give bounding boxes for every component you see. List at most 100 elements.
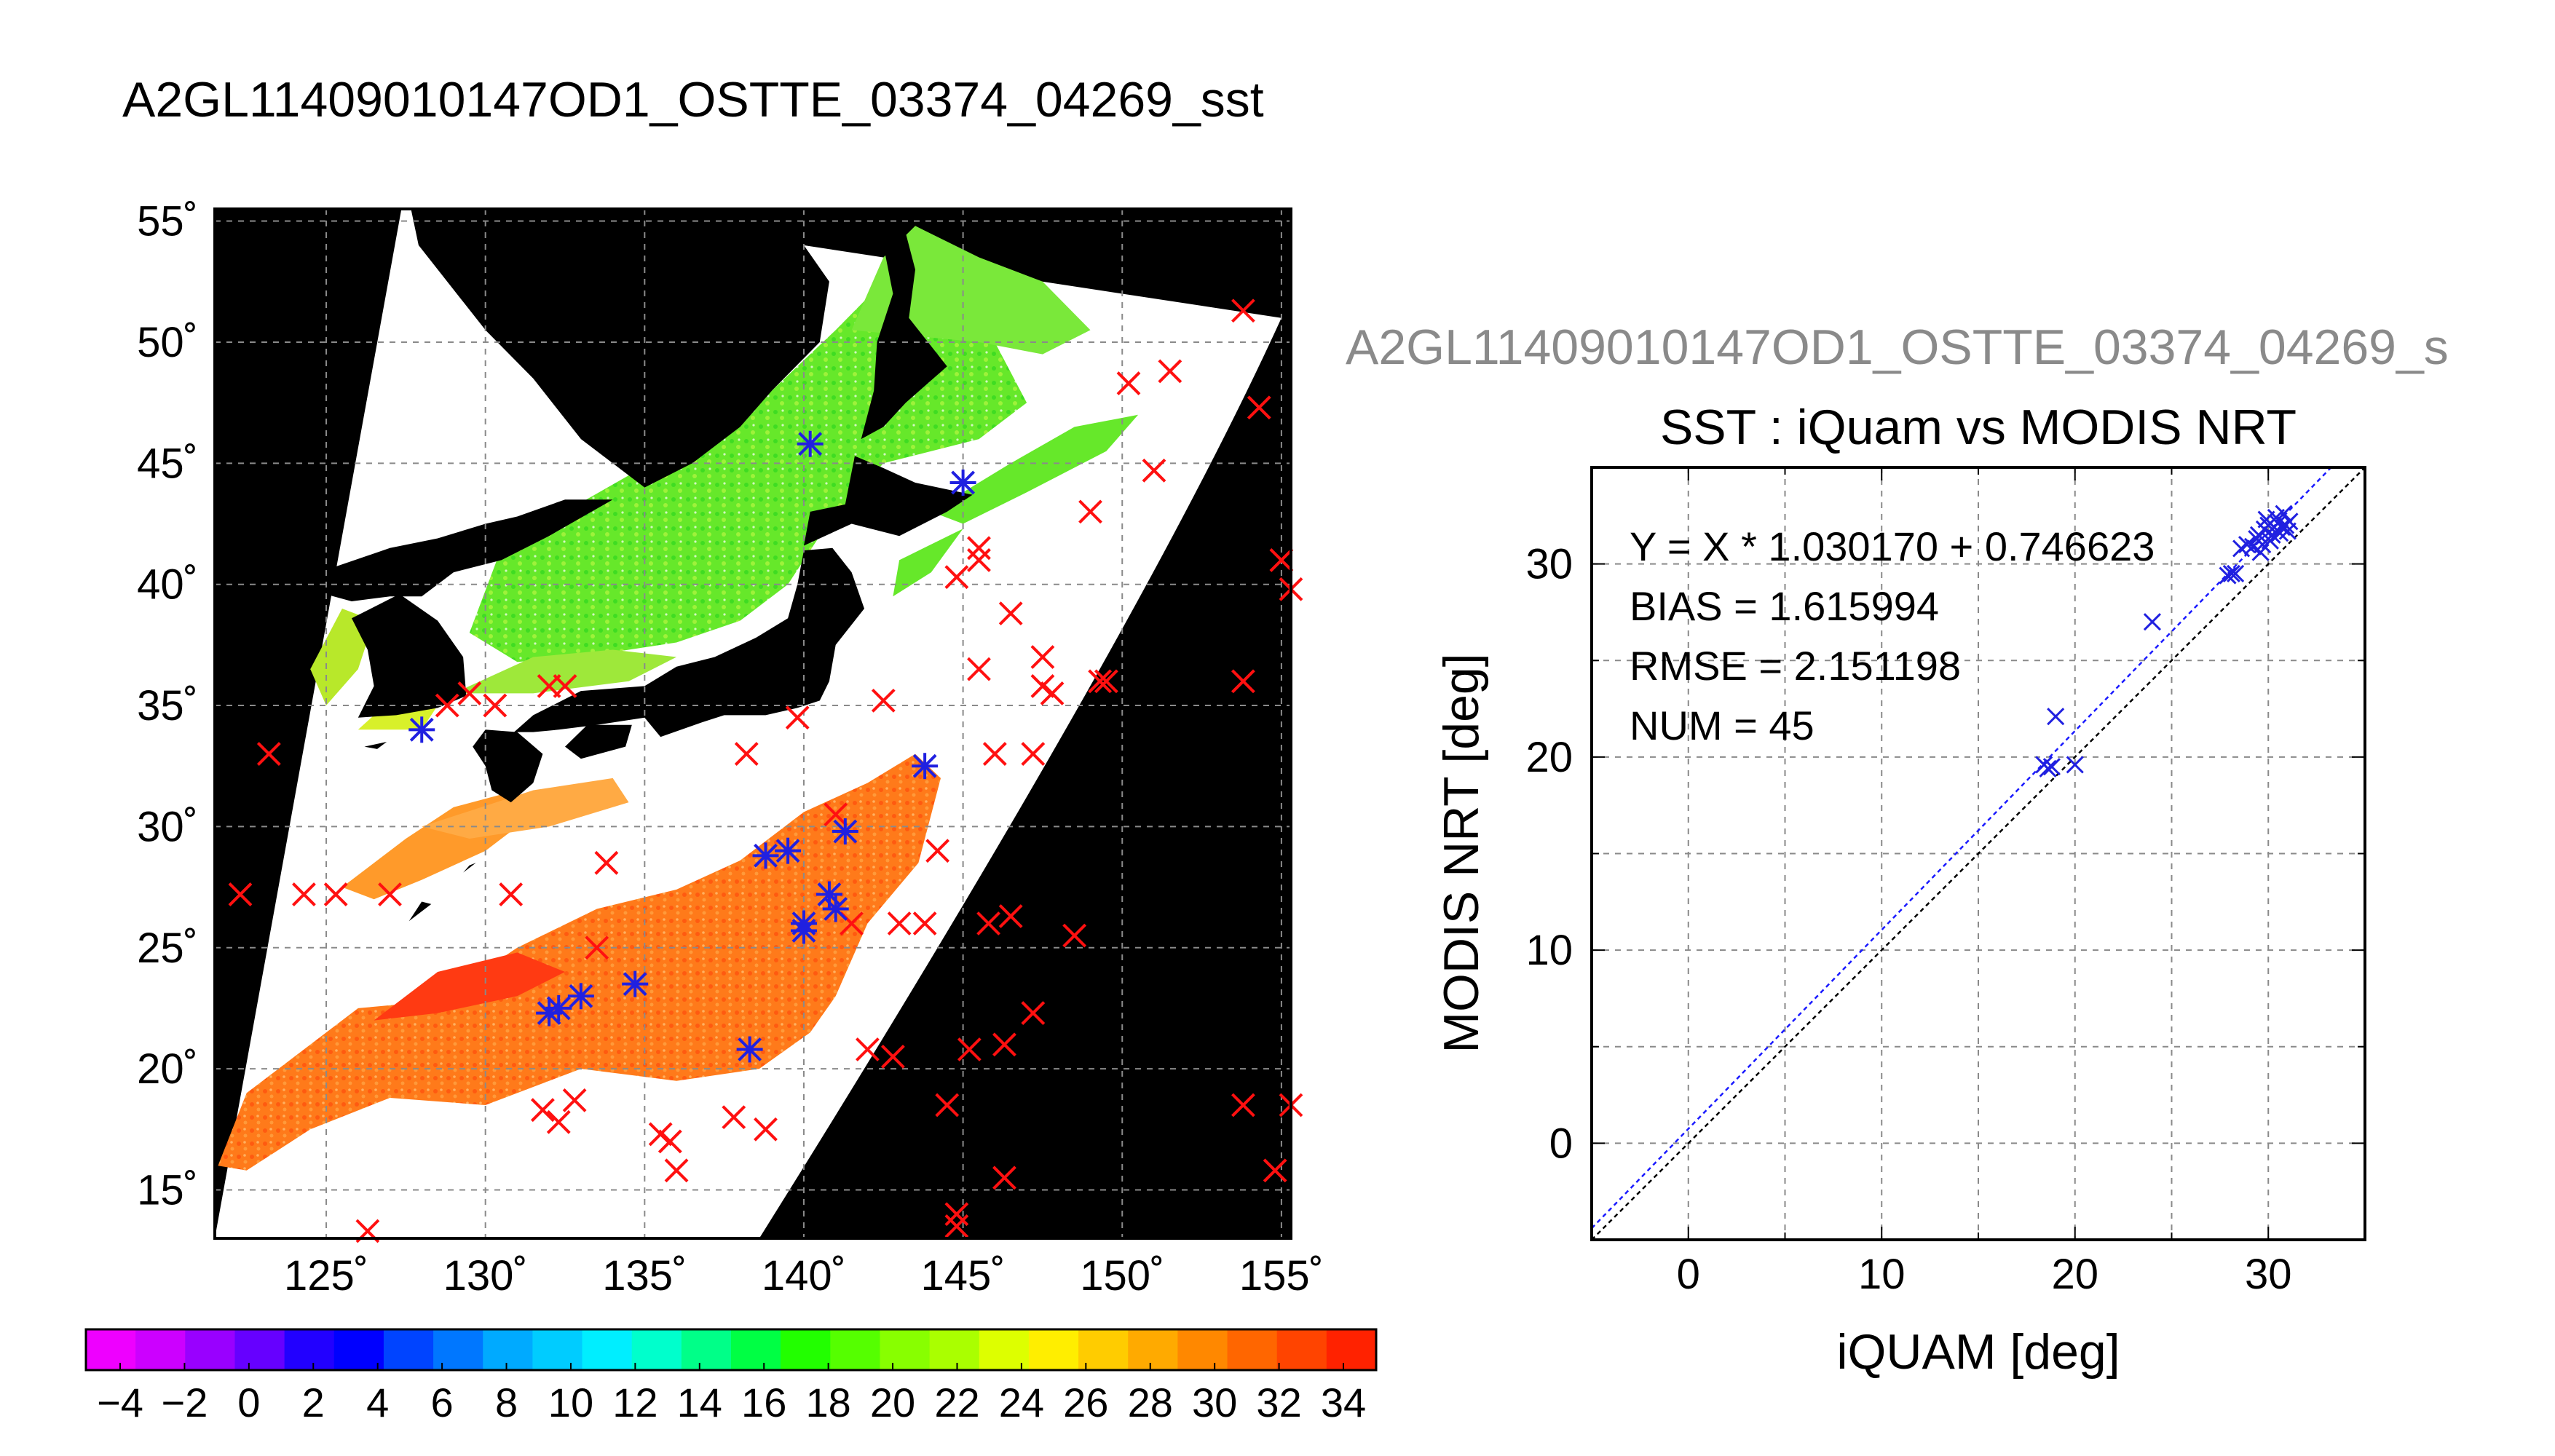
land-mainland	[411, 209, 836, 488]
scatter-point	[2222, 564, 2240, 582]
annotation-rmse: RMSE = 2.151198	[1630, 643, 1961, 689]
matchup-marker-red	[754, 1117, 778, 1142]
matchup-marker-red	[530, 1098, 555, 1123]
map-x-tick-label: 145˚	[921, 1252, 1006, 1299]
colorbar-swatch	[681, 1329, 732, 1370]
fit-line	[1592, 467, 2333, 1230]
y-axis-label: MODIS NRT [deg]	[1434, 653, 1489, 1053]
matchup-marker-red	[546, 1109, 571, 1134]
matchup-marker-red	[856, 1037, 880, 1061]
matchup-marker-red	[1062, 923, 1087, 948]
map-y-tick-label: 55˚	[137, 198, 198, 245]
matchup-marker-red	[785, 705, 810, 730]
map-x-tick-label: 135˚	[602, 1252, 687, 1299]
matchup-marker-blue	[622, 970, 649, 997]
matchup-marker-red	[1142, 458, 1166, 483]
matchup-marker-red	[1040, 681, 1065, 705]
colorbar-tick-label: 2	[302, 1380, 325, 1425]
colorbar-tick-label: 18	[805, 1380, 850, 1425]
matchup-marker-blue	[545, 994, 572, 1021]
colorbar-swatch	[284, 1329, 335, 1370]
matchup-marker-red	[734, 742, 759, 767]
matchup-marker-blue	[832, 818, 858, 845]
colorbar-swatch	[582, 1329, 633, 1370]
matchup-marker-blue	[797, 430, 824, 457]
land-mask	[215, 209, 973, 1021]
map-matchups	[228, 298, 1303, 1243]
map-y-tick-label: 50˚	[137, 319, 198, 366]
matchup-marker-red	[967, 657, 991, 681]
scatter-point	[2232, 539, 2251, 558]
map-x-tick-label: 155˚	[1239, 1252, 1324, 1299]
scatter-y-tick-label: 20	[1525, 734, 1573, 781]
map-y-tick-label: 15˚	[137, 1166, 198, 1214]
scatter-x-tick-label: 10	[1858, 1251, 1906, 1298]
matchup-marker-red	[880, 1045, 905, 1069]
map-x-tick-label: 125˚	[284, 1252, 368, 1299]
matchup-marker-red	[594, 850, 619, 875]
scatter-point	[2039, 759, 2057, 778]
scatter-y-tick-label: 0	[1549, 1120, 1573, 1167]
matchup-marker-blue	[408, 716, 435, 743]
map-y-tick-label: 25˚	[137, 925, 198, 972]
sst-warm-south	[218, 753, 941, 1171]
map-x-tick-label: 130˚	[443, 1252, 528, 1299]
page-title: A2GL11409010147OD1_OSTTE_03374_04269_sst	[122, 72, 1264, 127]
matchup-marker-red	[664, 1158, 689, 1183]
matchup-marker-red	[722, 1105, 746, 1130]
matchup-marker-red	[992, 1032, 1016, 1057]
colorbar-swatch	[1227, 1329, 1278, 1370]
scatter-title: SST : iQuam vs MODIS NRT	[1660, 400, 2297, 455]
sst-kuril	[931, 414, 1139, 524]
matchup-marker-red	[1231, 1093, 1255, 1117]
matchup-marker-red	[1088, 669, 1113, 694]
land-korea-north	[307, 499, 613, 601]
matchup-marker-red	[871, 688, 896, 713]
matchup-marker-blue	[752, 842, 779, 869]
colorbar-swatch	[781, 1329, 831, 1370]
land-taiwan-tip	[215, 940, 234, 1021]
matchup-marker-red	[912, 911, 937, 935]
map-y-tick-label: 20˚	[137, 1045, 198, 1093]
map-y-tick-label: 30˚	[137, 803, 198, 850]
matchup-marker-red	[824, 802, 848, 827]
scatter-point	[2042, 758, 2061, 776]
matchup-marker-red	[553, 674, 577, 698]
matchup-marker-blue	[567, 983, 594, 1010]
matchup-marker-red	[944, 1202, 969, 1227]
matchup-marker-red	[657, 1129, 682, 1154]
annotation-num: NUM = 45	[1630, 703, 1814, 748]
matchup-marker-red	[457, 681, 482, 705]
colorbar-tick-label: 6	[431, 1380, 454, 1425]
colorbar-swatch	[483, 1329, 533, 1370]
sst-hot-core	[374, 952, 565, 1021]
scatter-point	[2275, 505, 2293, 523]
matchup-marker-red	[378, 882, 402, 906]
map-tick-labels: 125˚ 130˚ 135˚ 140˚ 145˚ 150˚ 155˚ 15˚ 20˚ 25˚ 30˚…	[137, 198, 1324, 1299]
matchup-marker-red	[1269, 548, 1294, 572]
colorbar-swatch	[1028, 1329, 1079, 1370]
matchup-marker-red	[944, 565, 969, 590]
colorbar-swatch	[731, 1329, 781, 1370]
land-hokkaido	[804, 456, 973, 546]
annotation-bias: BIAS = 1.615994	[1630, 583, 1939, 629]
sst-yellow-sea	[310, 609, 374, 705]
map-x-tick-label: 150˚	[1080, 1252, 1164, 1299]
matchup-marker-red	[1021, 1001, 1046, 1025]
matchup-marker-blue	[912, 753, 939, 780]
x-axis-label: iQUAM [deg]	[1836, 1324, 2120, 1380]
land-honshu	[514, 547, 864, 737]
colorbar-swatch	[383, 1329, 434, 1370]
annotation-fit: Y = X * 1.030170 + 0.746623	[1630, 523, 2155, 569]
matchup-marker-red	[1116, 371, 1141, 395]
scatter-plot: 0 10 20 30 0 10 20 30 Y = X * 1.030170 + 0.7466…	[1434, 466, 2366, 1380]
scatter-point	[2143, 613, 2162, 631]
matchup-marker-red	[1263, 1158, 1287, 1183]
matchup-marker-red	[976, 911, 1001, 935]
scatter-grid	[1592, 467, 2365, 1240]
matchup-marker-red	[562, 1088, 587, 1112]
matchup-marker-red	[1021, 742, 1046, 767]
colorbar-tick-label: 10	[548, 1380, 593, 1425]
matchup-marker-red	[1030, 645, 1055, 669]
